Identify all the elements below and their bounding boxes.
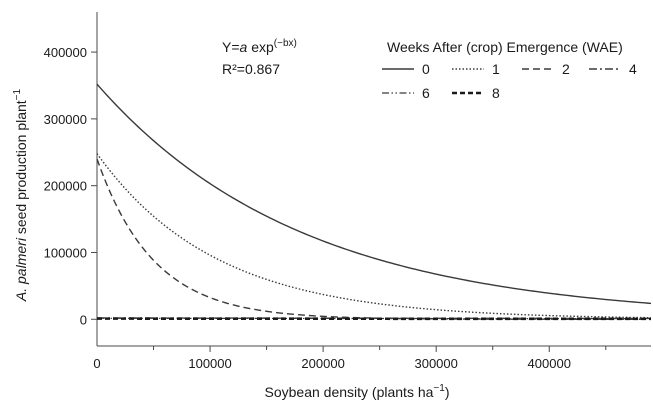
legend-label-8: 8 [492, 85, 500, 101]
y-axis-label: A. palmeri seed production plant−1 [12, 88, 29, 302]
model-equation: Y=a exp(−bx) [222, 38, 297, 55]
y-tick-label: 400000 [44, 45, 87, 60]
x-tick-label: 100000 [188, 356, 231, 371]
x-tick-label: 200000 [301, 356, 344, 371]
series-line-1-wae [96, 153, 652, 319]
legend-label-0: 0 [422, 61, 430, 77]
axes: 0 100000 200000 300000 400000 0 100000 200000 3… [44, 12, 651, 371]
y-tick-label: 200000 [44, 179, 87, 194]
x-tick-label: 400000 [528, 356, 571, 371]
y-tick-label: 100000 [44, 245, 87, 260]
x-tick-label: 300000 [414, 356, 457, 371]
x-tick-label: 0 [93, 356, 100, 371]
legend-label-6: 6 [422, 85, 430, 101]
x-ticks: 0 100000 200000 300000 400000 [93, 346, 607, 371]
y-ticks: 0 100000 200000 300000 400000 [44, 45, 97, 327]
x-axis-label: Soybean density (plants ha−1) [265, 383, 450, 400]
legend-title: Weeks After (crop) Emergence (WAE) [387, 39, 623, 55]
series-line-0-wae [96, 83, 652, 305]
series-lines [96, 83, 652, 321]
legend-label-4: 4 [629, 61, 637, 77]
legend-label-1: 1 [492, 61, 500, 77]
y-tick-label: 0 [80, 312, 87, 327]
r-squared: R²=0.867 [222, 61, 280, 77]
legend-label-2: 2 [562, 61, 570, 77]
y-tick-label: 300000 [44, 112, 87, 127]
legend: 0 1 2 4 6 8 [382, 61, 637, 101]
